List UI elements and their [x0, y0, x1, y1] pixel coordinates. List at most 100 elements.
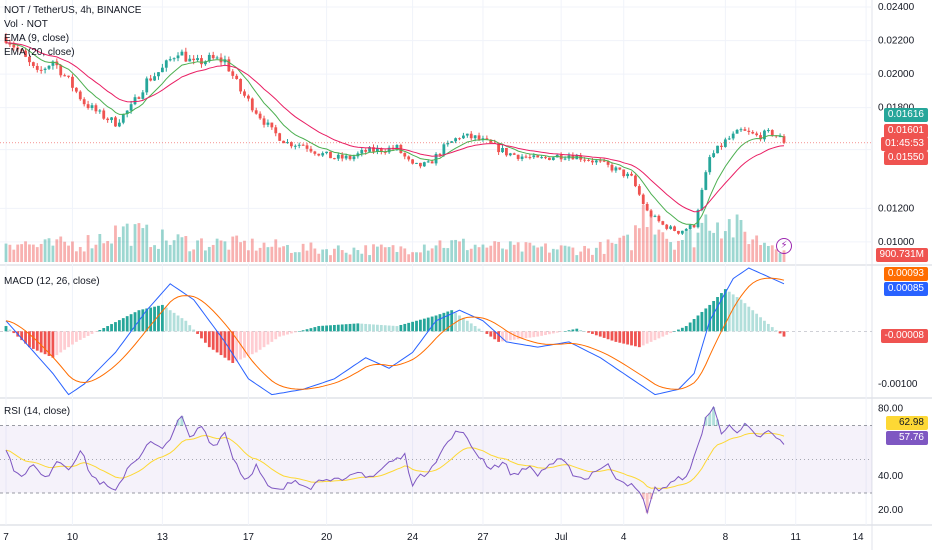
candle[interactable]: [462, 135, 465, 139]
candle[interactable]: [641, 194, 645, 205]
candle[interactable]: [270, 122, 274, 128]
candle[interactable]: [614, 167, 618, 171]
candle[interactable]: [340, 154, 344, 159]
candle[interactable]: [293, 145, 297, 147]
candle[interactable]: [336, 154, 340, 159]
candle[interactable]: [782, 136, 786, 143]
candle[interactable]: [4, 37, 8, 43]
candle[interactable]: [723, 139, 727, 147]
candle[interactable]: [516, 154, 520, 159]
candle[interactable]: [763, 130, 766, 140]
candle[interactable]: [344, 155, 348, 159]
candle[interactable]: [512, 153, 516, 155]
candle[interactable]: [243, 91, 246, 96]
candle[interactable]: [505, 148, 508, 156]
candle[interactable]: [688, 224, 692, 229]
candle[interactable]: [98, 110, 102, 112]
candle[interactable]: [207, 54, 211, 62]
candle[interactable]: [39, 69, 43, 71]
candle[interactable]: [446, 142, 450, 145]
candle[interactable]: [411, 159, 414, 164]
candle[interactable]: [434, 153, 438, 164]
candle[interactable]: [458, 138, 461, 140]
candle[interactable]: [301, 144, 305, 146]
candle[interactable]: [696, 210, 700, 228]
candle[interactable]: [677, 230, 680, 234]
candle[interactable]: [360, 150, 364, 154]
candle[interactable]: [591, 160, 594, 163]
ema-slow-legend-label[interactable]: EMA (20, close): [4, 47, 75, 58]
candle[interactable]: [751, 131, 755, 134]
candle[interactable]: [497, 143, 501, 153]
candle[interactable]: [450, 141, 454, 143]
candle[interactable]: [71, 76, 74, 88]
candle[interactable]: [708, 157, 712, 173]
candle[interactable]: [473, 135, 477, 139]
candle[interactable]: [329, 151, 332, 159]
candle[interactable]: [114, 117, 117, 127]
candle[interactable]: [747, 130, 751, 132]
candle[interactable]: [149, 78, 153, 81]
candle[interactable]: [712, 153, 716, 158]
candle[interactable]: [278, 133, 282, 141]
candle[interactable]: [637, 186, 641, 195]
candle[interactable]: [645, 204, 649, 211]
candle[interactable]: [137, 97, 141, 99]
candle[interactable]: [379, 148, 383, 152]
candle[interactable]: [106, 118, 110, 121]
candle[interactable]: [313, 151, 317, 154]
candle[interactable]: [117, 122, 121, 127]
candle[interactable]: [727, 138, 731, 140]
candle[interactable]: [661, 221, 665, 225]
candle[interactable]: [669, 226, 673, 229]
candle[interactable]: [720, 145, 723, 147]
candle[interactable]: [610, 164, 614, 171]
candle[interactable]: [196, 58, 199, 61]
candle[interactable]: [286, 142, 289, 144]
candle[interactable]: [673, 226, 676, 231]
candle[interactable]: [606, 161, 610, 165]
candle[interactable]: [364, 150, 368, 152]
candle[interactable]: [125, 110, 129, 115]
candle[interactable]: [430, 161, 434, 164]
candle[interactable]: [352, 156, 356, 160]
candle[interactable]: [739, 129, 743, 131]
rsi-pane[interactable]: [0, 405, 872, 515]
candle[interactable]: [778, 136, 782, 138]
candle[interactable]: [770, 130, 774, 136]
ema-slow-line[interactable]: [5, 42, 785, 213]
candle[interactable]: [520, 156, 524, 159]
candle[interactable]: [90, 105, 94, 109]
candle[interactable]: [24, 50, 27, 57]
candle[interactable]: [469, 133, 473, 139]
candle[interactable]: [20, 49, 24, 51]
candle[interactable]: [649, 210, 653, 217]
symbol-title[interactable]: NOT / TetherUS, 4h, BINANCE: [4, 5, 142, 16]
candle[interactable]: [102, 110, 106, 119]
candle[interactable]: [766, 130, 770, 132]
price-pane[interactable]: [0, 33, 872, 235]
candle[interactable]: [262, 118, 266, 125]
candle[interactable]: [321, 153, 325, 156]
candle[interactable]: [395, 145, 399, 149]
candle[interactable]: [51, 61, 55, 66]
candle[interactable]: [626, 173, 630, 177]
candle[interactable]: [231, 71, 235, 76]
candle[interactable]: [250, 98, 254, 111]
candle[interactable]: [31, 62, 35, 66]
candle[interactable]: [630, 173, 633, 176]
candle[interactable]: [594, 160, 598, 163]
candle[interactable]: [415, 162, 418, 164]
candle[interactable]: [59, 65, 63, 76]
candle[interactable]: [634, 175, 637, 187]
candle[interactable]: [551, 157, 555, 161]
candle[interactable]: [755, 133, 759, 136]
candle[interactable]: [759, 135, 762, 140]
candle[interactable]: [282, 140, 285, 144]
candle[interactable]: [563, 158, 567, 160]
macd-signal-line[interactable]: [5, 277, 785, 390]
flash-icon[interactable]: ⚡: [776, 238, 792, 254]
candle[interactable]: [305, 145, 309, 149]
candle[interactable]: [176, 55, 180, 59]
candle[interactable]: [524, 156, 528, 158]
